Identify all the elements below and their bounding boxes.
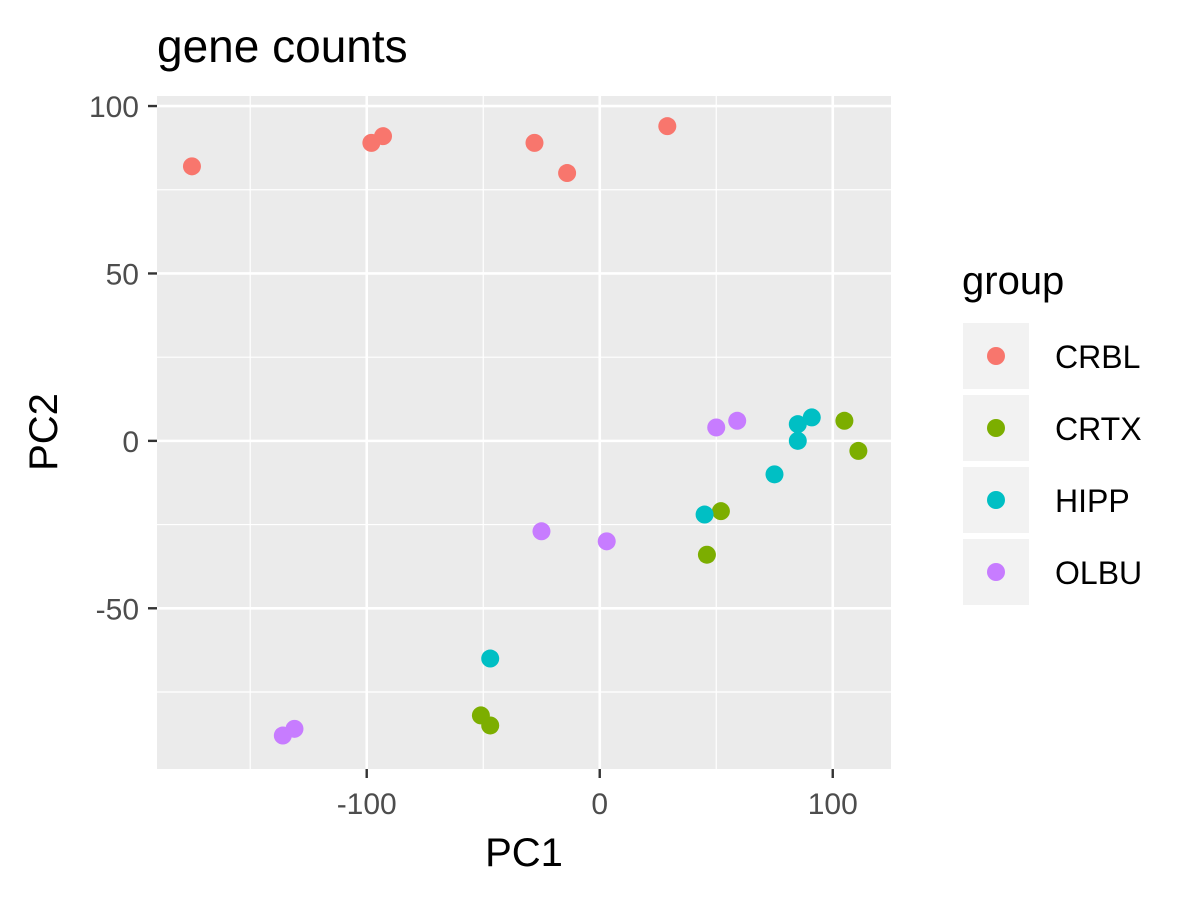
data-point-crbl (525, 133, 544, 152)
grid-major (157, 96, 891, 769)
x-tick-label: -100 (337, 788, 397, 821)
legend-keys: CRBL CRTX HIPP OLBU (963, 323, 1142, 605)
y-tick-label: 0 (122, 426, 139, 459)
legend-key-point (987, 347, 1005, 365)
data-point-olbu (597, 532, 616, 551)
data-point-crbl (658, 117, 677, 136)
data-point-crbl (558, 164, 577, 183)
legend-label-olbu: OLBU (1055, 555, 1142, 591)
data-point-crbl (374, 127, 393, 146)
data-point-crbl (182, 157, 201, 176)
data-points (182, 117, 868, 745)
data-point-crtx (835, 411, 854, 430)
legend-label-crtx: CRTX (1055, 411, 1142, 447)
y-tick-label: 100 (89, 91, 139, 124)
data-point-olbu (728, 411, 747, 430)
chart-title: gene counts (157, 20, 408, 72)
data-point-olbu (707, 418, 726, 437)
data-point-hipp (765, 465, 784, 484)
grid-minor (157, 96, 891, 769)
y-tick-label: -50 (96, 593, 139, 626)
data-point-crtx (697, 545, 716, 564)
data-point-hipp (788, 431, 807, 450)
data-point-olbu (285, 719, 304, 738)
data-point-crtx (481, 716, 500, 735)
y-axis-title: PC2 (22, 393, 66, 471)
legend: group CRBL CRTX HIPP OLBU (962, 259, 1142, 605)
legend-label-crbl: CRBL (1055, 339, 1140, 375)
legend-key-point (987, 563, 1005, 581)
legend-label-hipp: HIPP (1055, 483, 1130, 519)
axis-ticks (148, 104, 834, 778)
plot-panel (157, 96, 891, 769)
y-tick-label: 50 (106, 258, 139, 291)
data-point-hipp (695, 505, 714, 524)
data-point-crtx (849, 441, 868, 460)
x-tick-labels: -100 0 100 (337, 788, 858, 821)
x-tick-label: 0 (591, 788, 608, 821)
data-point-crtx (711, 502, 730, 521)
data-point-hipp (481, 649, 500, 668)
legend-title: group (962, 259, 1064, 303)
data-point-olbu (532, 522, 551, 541)
legend-key-point (987, 419, 1005, 437)
data-point-hipp (788, 415, 807, 434)
data-point-hipp (802, 408, 821, 427)
x-tick-label: 100 (808, 788, 858, 821)
legend-key-point (987, 491, 1005, 509)
y-tick-labels: 100 50 0 -50 (89, 91, 139, 626)
x-axis-title: PC1 (485, 831, 563, 875)
